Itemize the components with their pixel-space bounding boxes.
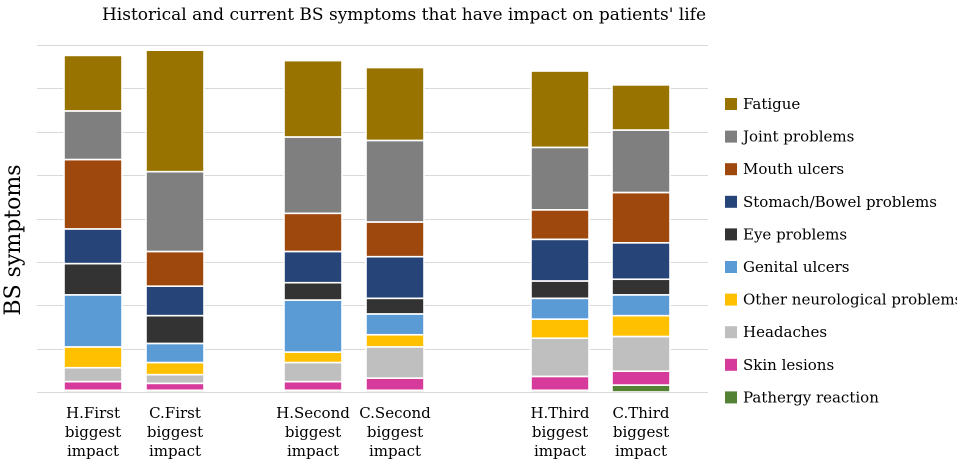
legend-swatch-skin-lesions xyxy=(725,358,737,371)
bar-segment-other-neurological-problems xyxy=(63,346,123,369)
bar-segment-mouth-ulcers xyxy=(283,212,343,253)
bar-segment-mouth-ulcers xyxy=(365,221,425,258)
x-tick-label: C.Third biggest impact xyxy=(613,404,670,460)
bar-segment-genital-ulcers xyxy=(611,294,671,317)
x-tick-label: H.Third biggest impact xyxy=(530,404,589,460)
bar-segment-joint-problems xyxy=(145,170,205,253)
bar-segment-headaches xyxy=(365,346,425,379)
bar-segment-eye-problems xyxy=(611,278,671,296)
bar-segment-headaches xyxy=(530,337,590,378)
bar-segment-mouth-ulcers xyxy=(611,191,671,244)
bar-segment-eye-problems xyxy=(63,262,123,296)
bar-segment-joint-problems xyxy=(611,129,671,194)
bar-segment-genital-ulcers xyxy=(63,294,123,348)
x-tick-labels: H.First biggest impact C.First biggest impact… xyxy=(65,404,670,460)
legend-swatch-pathergy-reaction xyxy=(725,391,737,404)
legend-swatch-eye-problems xyxy=(725,228,737,241)
bar-segment-other-neurological-problems xyxy=(283,351,343,364)
bar-segment-other-neurological-problems xyxy=(145,361,205,376)
bar-segment-skin-lesions xyxy=(365,377,425,392)
legend-label-genital-ulcers: Genital ulcers xyxy=(743,258,849,276)
chart-title: Historical and current BS symptoms that … xyxy=(102,5,706,25)
x-tick-label: C.First biggest impact xyxy=(147,404,203,460)
legend-label-eye-problems: Eye problems xyxy=(743,225,847,243)
legend-label-headaches: Headaches xyxy=(743,323,827,341)
bar-segment-skin-lesions xyxy=(283,380,343,392)
legend-label-skin-lesions: Skin lesions xyxy=(743,356,834,374)
bar-segment-genital-ulcers xyxy=(365,313,425,336)
bar-segment-stomach-bowel-problems xyxy=(63,228,123,265)
bar-segment-headaches xyxy=(145,373,205,385)
bar-segment-stomach-bowel-problems xyxy=(530,238,590,282)
legend-swatch-fatigue xyxy=(725,98,737,110)
bar-segment-other-neurological-problems xyxy=(530,318,590,340)
bar-segment-joint-problems xyxy=(530,146,590,211)
legend-label-pathergy-reaction: Pathergy reaction xyxy=(743,388,879,406)
legend-swatch-genital-ulcers xyxy=(725,261,737,273)
bar-segment-fatigue xyxy=(365,66,425,142)
bar-segment-eye-problems xyxy=(283,281,343,301)
bar-segment-stomach-bowel-problems xyxy=(611,241,671,281)
legend-label-stomach-bowel-problems: Stomach/Bowel problems xyxy=(743,193,937,211)
bar-segment-other-neurological-problems xyxy=(365,333,425,348)
x-tick-label: C.Second biggest impact xyxy=(359,404,431,460)
legend: Fatigue Joint problems Mouth ulcers Stomach… xyxy=(725,95,957,406)
bar-segment-stomach-bowel-problems xyxy=(283,250,343,284)
bar-segment-joint-problems xyxy=(283,136,343,215)
bars xyxy=(63,49,671,393)
bar-segment-skin-lesions xyxy=(530,375,590,392)
legend-swatch-headaches xyxy=(725,326,737,339)
bar-segment-skin-lesions xyxy=(63,380,123,392)
x-tick-label: H.First biggest impact xyxy=(65,404,121,460)
legend-swatch-joint-problems xyxy=(725,130,737,143)
bar-segment-other-neurological-problems xyxy=(611,314,671,338)
x-tick-label: H.Second biggest impact xyxy=(276,404,350,460)
legend-swatch-stomach-bowel-problems xyxy=(725,195,737,208)
bar-segment-headaches xyxy=(283,361,343,383)
bar-segment-skin-lesions xyxy=(145,382,205,392)
bar-segment-genital-ulcers xyxy=(145,342,205,364)
y-axis-label: BS symptoms xyxy=(1,164,26,315)
bar-segment-stomach-bowel-problems xyxy=(145,285,205,317)
bar-segment-pathergy-reaction xyxy=(611,384,671,393)
bar-segment-headaches xyxy=(611,335,671,372)
legend-swatch-mouth-ulcers xyxy=(725,163,737,176)
legend-label-other-neurological-problems: Other neurological problems xyxy=(743,291,957,309)
bar-segment-skin-lesions xyxy=(611,370,671,386)
bar-segment-joint-problems xyxy=(365,139,425,223)
bar-segment-eye-problems xyxy=(365,297,425,315)
bar-segment-fatigue xyxy=(530,70,590,149)
bar-segment-headaches xyxy=(63,366,123,383)
legend-label-joint-problems: Joint problems xyxy=(741,128,854,146)
bar-segment-mouth-ulcers xyxy=(63,158,123,230)
bar-segment-eye-problems xyxy=(145,314,205,345)
bar-segment-mouth-ulcers xyxy=(145,250,205,287)
legend-label-fatigue: Fatigue xyxy=(743,95,800,113)
legend-swatch-other-neurological-problems xyxy=(725,293,737,306)
bar-segment-stomach-bowel-problems xyxy=(365,255,425,300)
bar-segment-genital-ulcers xyxy=(283,299,343,353)
bar-segment-fatigue xyxy=(63,54,123,112)
bar-segment-mouth-ulcers xyxy=(530,209,590,241)
bar-segment-fatigue xyxy=(145,49,205,173)
bar-segment-eye-problems xyxy=(530,280,590,300)
legend-label-mouth-ulcers: Mouth ulcers xyxy=(743,160,844,178)
bar-segment-fatigue xyxy=(283,59,343,138)
bar-segment-genital-ulcers xyxy=(530,297,590,320)
bar-segment-joint-problems xyxy=(63,110,123,161)
bar-segment-fatigue xyxy=(611,84,671,131)
